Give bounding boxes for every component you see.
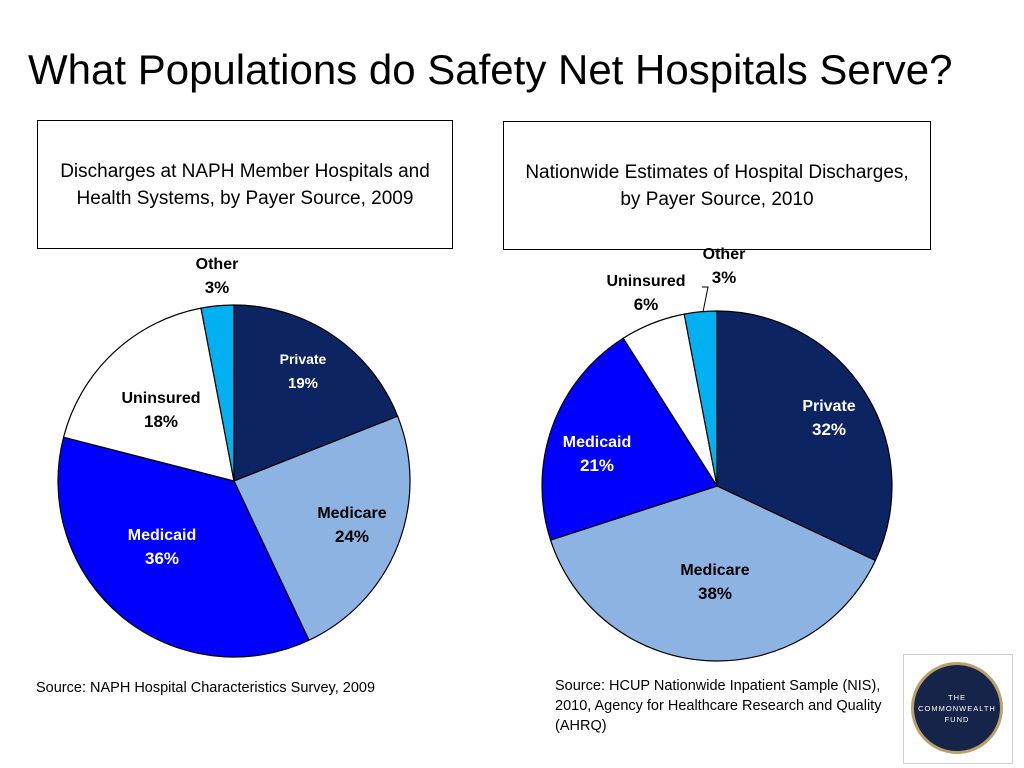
pie1-label-private: Private [280,351,327,367]
pie2-value-private: 32% [812,420,846,439]
logo-text-fund: FUND [944,714,970,724]
pie1-label-other: Other [196,256,239,273]
pie2-value-medicare: 38% [698,584,732,603]
pie2-value-other: 3% [712,268,737,287]
left-chart-caption: Discharges at NAPH Member Hospitals and … [60,160,430,209]
pie2-label-medicaid: Medicaid [563,434,631,451]
pie2-slice-medicaid [541,337,718,541]
slide-title: What Populations do Safety Net Hospitals… [28,46,953,93]
pie1-label-medicare: Medicare [317,505,386,522]
logo-text-commonwealth: COMMONWEALTH [918,703,996,713]
left-pie-chart: Private 19% Medicare 24% Medicaid 36% Uninsure… [57,256,411,658]
pie1-value-medicaid: 36% [145,549,179,568]
commonwealth-fund-logo: THE COMMONWEALTH FUND [903,654,1013,764]
pie2-label-medicare: Medicare [680,562,749,579]
pie1-label-medicaid: Medicaid [128,527,196,544]
pie1-value-private: 19% [288,375,318,392]
pie1-value-other: 3% [205,278,230,297]
pie2-value-uninsured: 6% [634,295,659,314]
pie2-label-other: Other [703,246,746,263]
pie1-slice-uninsured [62,307,235,482]
pie2-value-medicaid: 21% [580,456,614,475]
pie2-other-leader-line [702,286,709,313]
pie2-slice-medicare [549,485,877,662]
right-chart-source: Source: HCUP Nationwide Inpatient Sample… [555,678,882,734]
pie2-label-uninsured: Uninsured [606,273,685,290]
pie2-label-private: Private [802,398,855,415]
pie1-value-uninsured: 18% [144,412,178,431]
left-chart-source: Source: NAPH Hospital Characteristics Su… [36,680,376,696]
logo-seal: THE COMMONWEALTH FUND [911,662,1003,754]
pie1-slice-private [233,304,399,482]
right-chart-caption-box: Nationwide Estimates of Hospital Dischar… [503,121,931,250]
pie1-slice-medicaid [57,436,310,658]
pie2-slice-private [716,310,893,562]
right-chart-caption: Nationwide Estimates of Hospital Dischar… [525,161,909,210]
pie1-label-uninsured: Uninsured [121,390,200,407]
logo-text-the: THE [948,692,966,702]
pie1-slice-medicare [233,415,411,642]
pie1-value-medicare: 24% [335,527,369,546]
right-pie-chart: Private 32% Medicare 38% Medicaid 21% Uninsure… [541,246,893,662]
pie2-slice-other [683,310,718,487]
left-chart-caption-box: Discharges at NAPH Member Hospitals and … [37,120,453,249]
pie1-slice-other [200,304,235,482]
